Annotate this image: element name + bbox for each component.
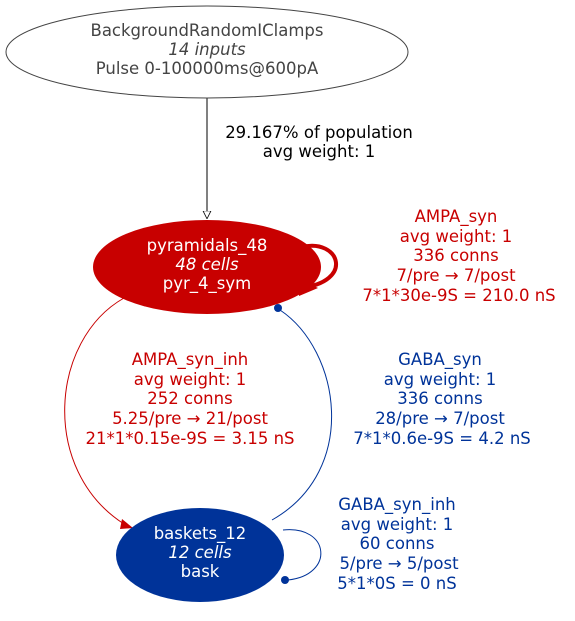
avg-weight: avg weight: 1 [341,515,454,534]
connection-count: 60 conns [360,534,435,553]
avg-weight: avg weight: 1 [384,370,497,389]
node-description: Pulse 0-100000ms@600pA [96,59,319,78]
total-conductance: 7*1*30e-9S = 210.0 nS [362,286,555,305]
node-shape [93,220,321,314]
label-baskets-self-loop: GABA_syn_inh avg weight: 1 60 conns 5/pr… [337,495,459,593]
label-pyramidals-self-loop: AMPA_syn avg weight: 1 336 conns 7/pre →… [362,207,555,305]
pre-post-ratio: 5/pre → 5/post [339,554,459,573]
synapse-name: GABA_syn [398,350,482,370]
edge-baskets-self-loop [281,529,322,584]
connection-count: 336 conns [413,246,498,265]
node-cell-type: pyr_4_sym [163,274,251,294]
synapse-name: AMPA_syn_inh [132,350,249,370]
connection-count: 336 conns [397,389,482,408]
label-pyramidals-to-baskets: AMPA_syn_inh avg weight: 1 252 conns 5.2… [85,350,294,448]
total-conductance: 21*1*0.15e-9S = 3.15 nS [85,429,294,448]
node-count: 48 cells [175,255,239,274]
avg-weight: avg weight: 1 [400,227,513,246]
edge-line [271,309,332,521]
total-conductance: 7*1*0.6e-9S = 4.2 nS [353,429,531,448]
node-count: 12 cells [168,543,232,562]
node-title: baskets_12 [154,524,247,544]
total-conductance: 5*1*0S = 0 nS [337,574,456,593]
pre-post-ratio: 28/pre → 7/post [375,409,505,428]
node-count: 14 inputs [168,40,246,59]
node-shape [5,5,409,99]
node-cell-type: bask [181,562,220,581]
node-background-random-iclamps[interactable]: BackgroundRandomIClamps 14 inputs Pulse … [5,5,409,99]
edge-line [282,529,322,581]
avg-weight: avg weight: 1 [134,370,247,389]
label-baskets-to-pyramidals: GABA_syn avg weight: 1 336 conns 28/pre … [353,350,531,448]
pre-post-ratio: 7/pre → 7/post [396,266,516,285]
node-title: pyramidals_48 [147,236,268,256]
label-input-to-pyramidals: 29.167% of population avg weight: 1 [225,123,413,161]
synapse-name: AMPA_syn [415,207,498,227]
edge-line [64,297,125,525]
node-title: BackgroundRandomIClamps [91,21,324,40]
node-shape [116,508,284,602]
edge-pyramidals-to-baskets [64,297,133,529]
node-baskets[interactable]: baskets_12 12 cells bask [116,508,284,602]
edge-line [299,243,338,290]
terminal-dot-icon [274,304,282,312]
node-pyramidals[interactable]: pyramidals_48 48 cells pyr_4_sym [93,220,321,314]
synapse-name: GABA_syn_inh [338,495,456,515]
arrowhead-icon [120,519,133,529]
pre-post-ratio: 5.25/pre → 21/post [112,409,268,428]
edge-baskets-to-pyramidals [271,304,332,521]
label-line-1: 29.167% of population [225,123,413,142]
connection-count: 252 conns [147,389,232,408]
label-line-2: avg weight: 1 [263,142,376,161]
terminal-dot-icon [281,576,289,584]
